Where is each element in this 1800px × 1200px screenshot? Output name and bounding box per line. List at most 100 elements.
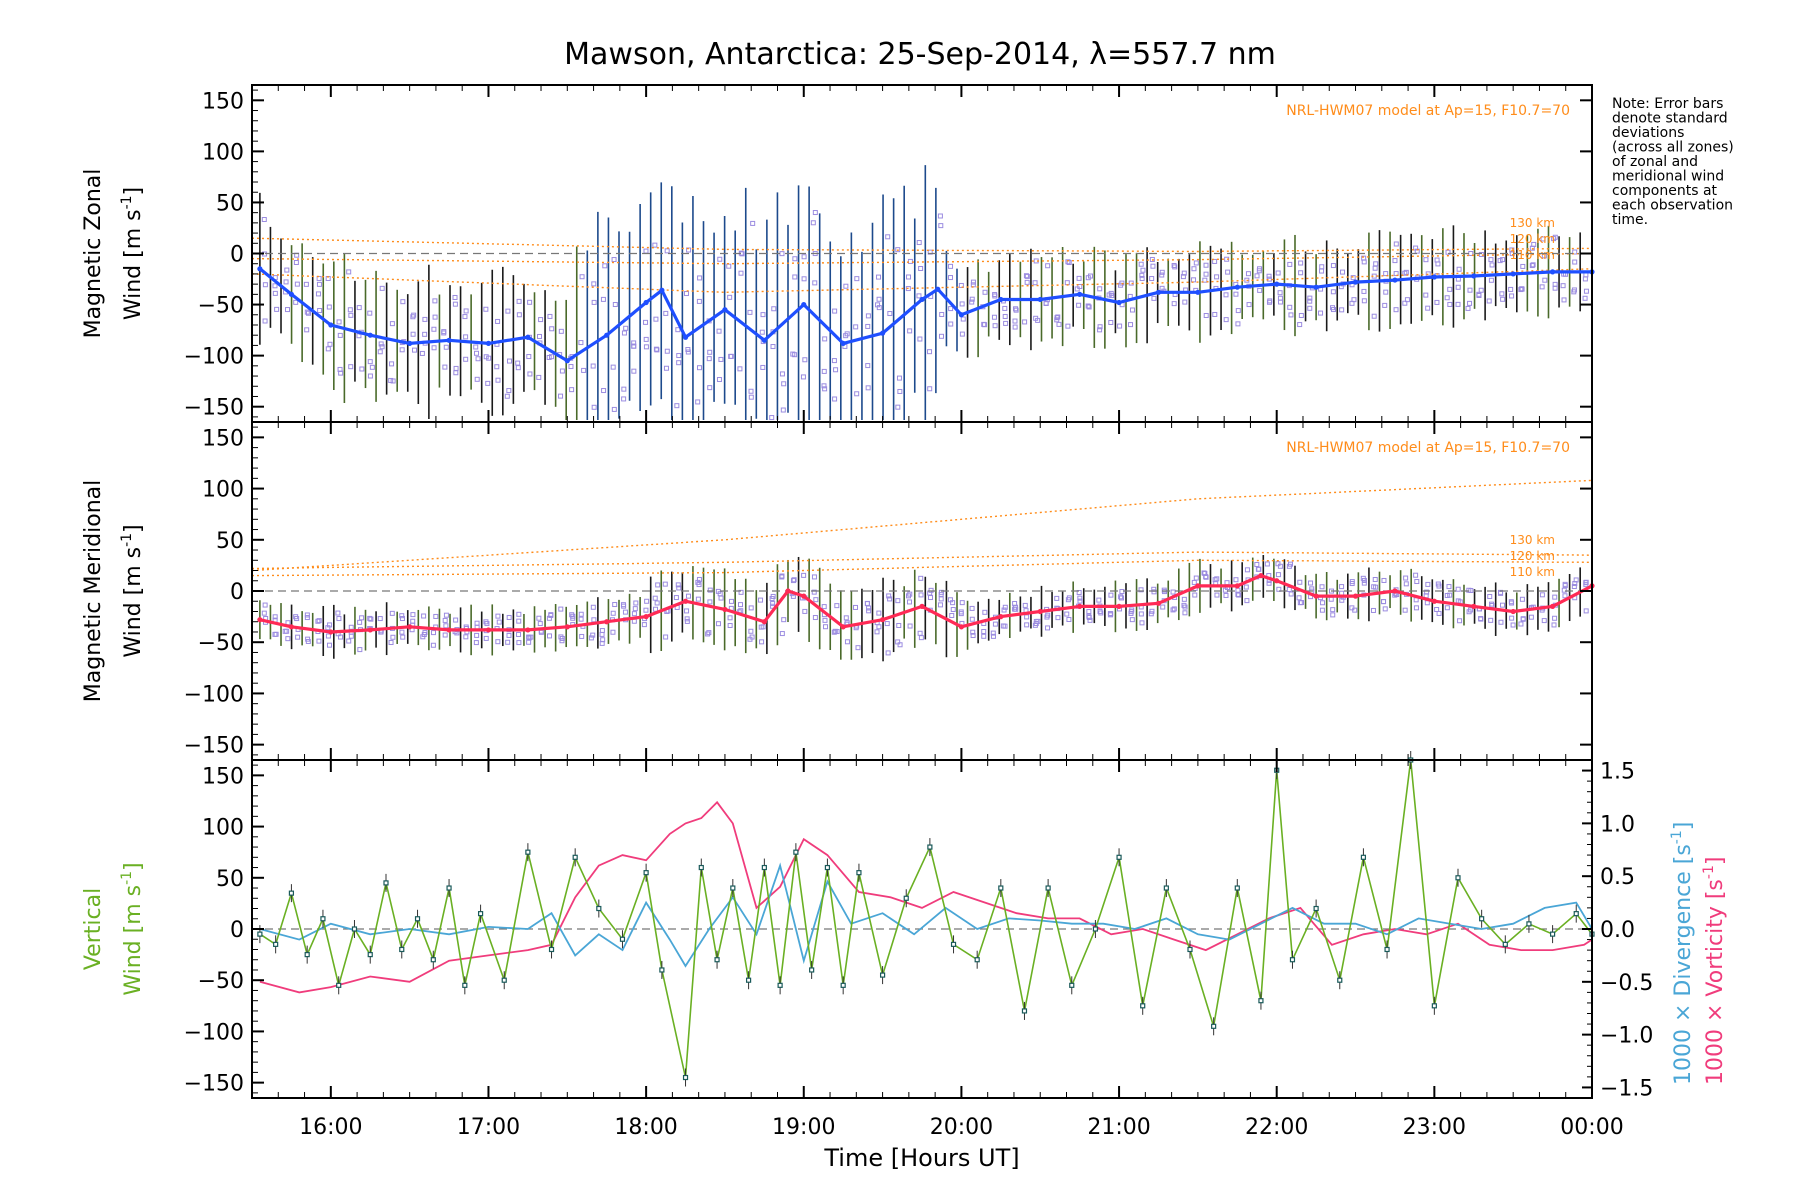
zone-point [463, 634, 469, 640]
zone-point [546, 354, 552, 360]
vertical-wind-point [1289, 957, 1296, 963]
zone-point [1319, 264, 1325, 270]
mean-point [659, 287, 665, 293]
zone-point [304, 309, 310, 315]
y2-tick-label: 0.5 [1600, 865, 1635, 890]
zone-point [453, 617, 459, 623]
zone-point [1256, 268, 1262, 274]
vertical-wind-point [1455, 875, 1461, 881]
zone-point [601, 388, 607, 394]
zone-point [1087, 617, 1093, 623]
mean-point [328, 322, 334, 328]
zone-point [1159, 285, 1165, 291]
zone-point [1097, 286, 1103, 292]
mean-point [1274, 281, 1280, 287]
zone-point [843, 615, 849, 621]
zone-point [304, 327, 310, 333]
zone-point [305, 310, 311, 316]
zone-point [621, 396, 627, 402]
zone-point [1045, 263, 1051, 269]
mean-point [682, 598, 689, 604]
zone-point [1160, 604, 1166, 610]
zone-point [419, 350, 425, 356]
y-tick-label: −100 [184, 345, 244, 370]
zone-point [1319, 584, 1325, 590]
zone-point [1582, 276, 1588, 282]
zone-point [1170, 589, 1176, 595]
zone-point [664, 348, 670, 354]
zone-point [569, 387, 575, 393]
zone-point [790, 593, 796, 599]
zone-point [1382, 606, 1388, 612]
zone-point [463, 308, 469, 314]
y-tick-label: 100 [202, 816, 244, 841]
zone-point [305, 638, 311, 644]
zone-point [927, 386, 933, 392]
zone-point [304, 612, 310, 618]
zone-point [431, 630, 437, 636]
zone-point [1203, 313, 1209, 319]
zone-point [895, 247, 901, 253]
mean-point [1037, 296, 1043, 303]
zone-point [876, 274, 882, 280]
zone-point [495, 613, 501, 619]
zone-point [1045, 625, 1051, 631]
zone-point [516, 312, 522, 318]
vertical-wind-point [462, 982, 468, 988]
zone-point [948, 263, 954, 269]
zone-point [992, 323, 998, 329]
zone-point [591, 299, 597, 305]
zone-point [1002, 313, 1008, 319]
zone-point [1414, 579, 1420, 585]
zone-point [399, 613, 405, 619]
zone-point [844, 331, 850, 337]
zone-point [400, 299, 406, 305]
zone-point [716, 328, 722, 334]
zone-point [1043, 300, 1049, 306]
zone-point [1202, 277, 1208, 283]
zone-point [631, 343, 637, 349]
zone-point [1171, 301, 1177, 307]
zone-point [737, 366, 743, 372]
zone-point [1170, 607, 1176, 613]
zone-point [707, 385, 713, 391]
zone-point [1307, 295, 1313, 301]
zone-point [1055, 615, 1061, 621]
mean-point [761, 337, 767, 343]
zone-point [834, 603, 840, 609]
zone-point [959, 331, 965, 337]
zone-point [537, 333, 543, 339]
zone-point [390, 634, 396, 640]
zone-point [1455, 301, 1461, 307]
zone-point [1340, 269, 1346, 275]
y-label-close: ] [121, 187, 146, 196]
y-tick-label: −150 [184, 396, 244, 421]
zone-point [1361, 255, 1367, 261]
zone-point [982, 609, 988, 615]
zone-point [421, 613, 427, 619]
zone-point [441, 329, 447, 335]
vertical-wind-point [288, 890, 295, 896]
vertical-wind-point [1234, 885, 1240, 891]
zone-point [559, 368, 565, 374]
vertical-wind-point [351, 926, 358, 932]
zone-point [1500, 602, 1506, 608]
zone-point [1181, 270, 1187, 276]
zone-point [442, 364, 448, 370]
model-label: NRL-HWM07 model at Ap=15, F10.7=70 [1286, 440, 1570, 456]
y-label-line1: Vertical [81, 888, 106, 970]
zone-point [747, 309, 753, 315]
zone-point [1212, 311, 1218, 317]
zone-point [1318, 310, 1324, 316]
zone-point [884, 621, 890, 627]
zone-point [620, 602, 626, 608]
zone-point [443, 612, 449, 618]
zone-point [432, 314, 438, 320]
zone-point [1287, 304, 1293, 310]
zone-point [759, 639, 765, 645]
zone-point [801, 572, 807, 578]
zone-point [1001, 607, 1007, 613]
zone-point [865, 323, 871, 329]
zone-point [475, 356, 481, 362]
zone-point [1012, 324, 1018, 330]
